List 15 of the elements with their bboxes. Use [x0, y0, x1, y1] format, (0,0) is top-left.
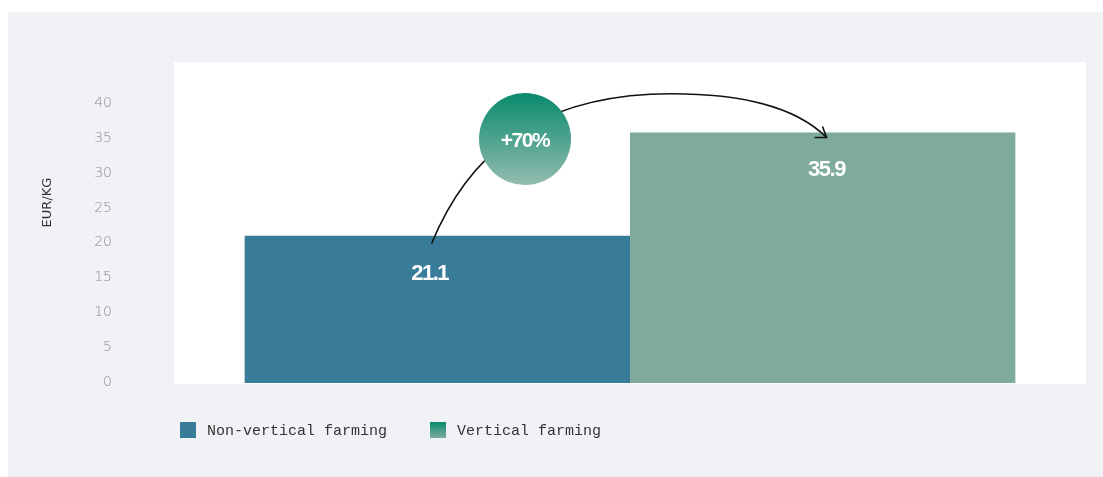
y-tick-label: 10: [94, 303, 112, 320]
data-label: 21.1: [411, 259, 450, 285]
data-label: 35.9: [808, 156, 847, 182]
y-tick-label: 0: [103, 373, 112, 389]
y-tick-label: 5: [103, 338, 112, 355]
annotation: +70%: [500, 128, 551, 151]
y-tick-label: 25: [94, 198, 112, 215]
y-tick-label: 35: [94, 128, 112, 145]
y-tick-label: 20: [94, 233, 112, 250]
legend-label: Vertical farming: [457, 423, 602, 440]
y-tick-label: 30: [94, 163, 112, 180]
legend-label: Non-vertical farming: [207, 423, 388, 440]
y-axis-title: EUR/KG: [39, 177, 54, 228]
y-tick-label: 15: [94, 268, 112, 285]
y-tick-label: 40: [94, 93, 112, 110]
